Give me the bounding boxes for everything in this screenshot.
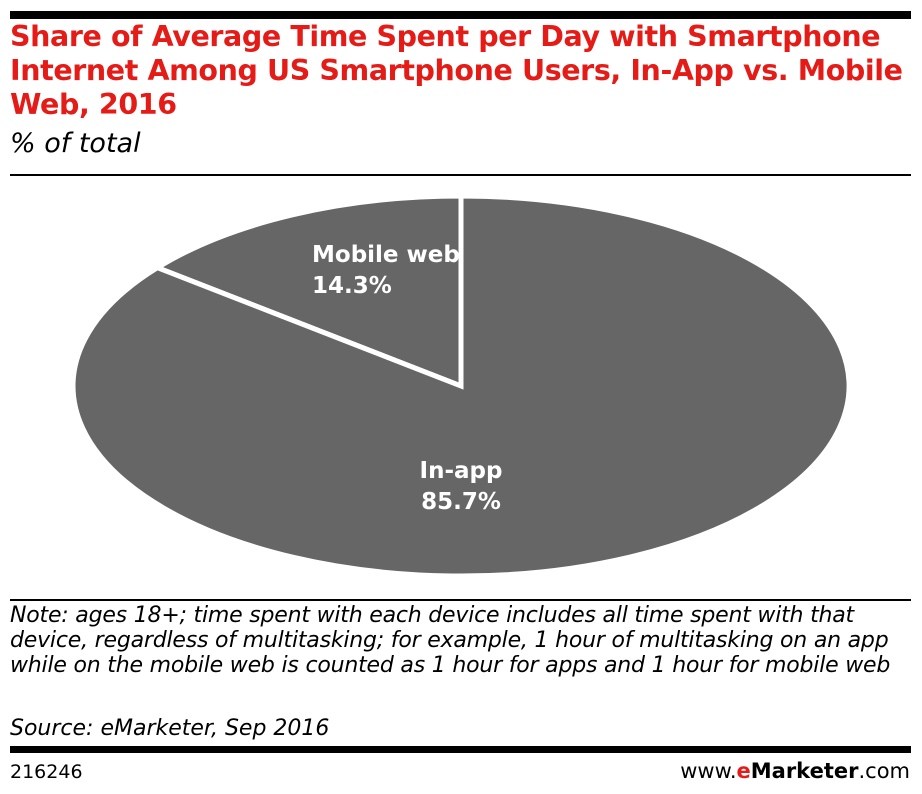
- pie-slice-mobile-web: [151, 193, 464, 390]
- pie-chart: Mobile web 14.3% In-app 85.7%: [0, 176, 922, 596]
- pie-slice-in-app: [70, 193, 852, 579]
- note-rule: [10, 599, 911, 601]
- brand-name: Marketer: [750, 759, 859, 783]
- brand-prefix: www.: [680, 759, 737, 783]
- bottom-rule: [10, 746, 911, 753]
- slice-value-in-app: 85.7%: [421, 489, 501, 515]
- slice-value-mobile-web: 14.3%: [312, 273, 392, 299]
- brand-url[interactable]: www.eMarketer.com: [680, 759, 910, 783]
- header-rule: [10, 174, 911, 176]
- chart-note: Note: ages 18+; time spent with each dev…: [10, 603, 891, 678]
- brand-suffix: .com: [858, 759, 910, 783]
- chart-subtitle: % of total: [10, 128, 141, 159]
- top-rule: [10, 11, 911, 19]
- brand-accent: e: [736, 759, 751, 783]
- slice-label-in-app: In-app: [420, 458, 503, 484]
- chart-source: Source: eMarketer, Sep 2016: [10, 716, 330, 741]
- chart-id: 216246: [10, 761, 83, 783]
- chart-title: Share of Average Time Spent per Day with…: [10, 20, 903, 121]
- slice-label-mobile-web: Mobile web: [312, 242, 460, 268]
- pie-chart-svg: Mobile web 14.3% In-app 85.7%: [70, 193, 852, 579]
